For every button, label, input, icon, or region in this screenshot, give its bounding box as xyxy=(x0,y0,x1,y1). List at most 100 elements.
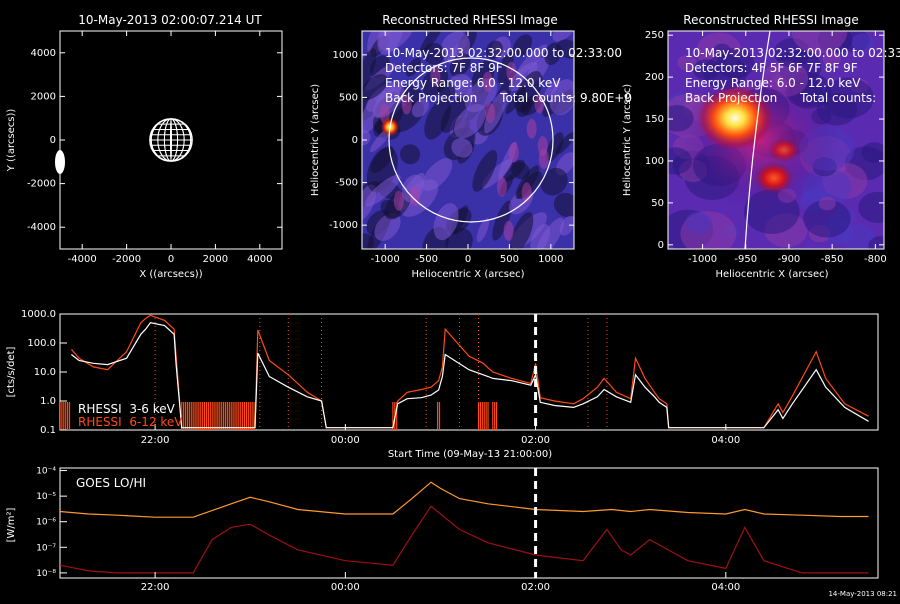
goes-label: GOES LO/HI xyxy=(76,476,146,490)
pattern-blob xyxy=(516,44,548,77)
panel2-ylabel: Heliocentric Y (arcsec) xyxy=(310,84,321,196)
pattern-blob xyxy=(685,211,713,234)
pattern-blob xyxy=(419,31,445,54)
attenuator-state-bars xyxy=(60,402,498,430)
x-tick-label: -1000 xyxy=(371,254,400,265)
pattern-blob xyxy=(503,220,514,241)
pattern-blob xyxy=(424,98,451,140)
y-tick-label: -4000 xyxy=(27,222,56,233)
rhessi-xlabel: Start Time (09-May-13 21:00:00) xyxy=(388,449,552,460)
pattern-blob xyxy=(485,103,496,124)
rhessi-image-panel-zoom: Reconstructed RHESSI Image -1000 -950 -900… xyxy=(622,13,900,280)
x-tick-label: 00:00 xyxy=(331,435,360,446)
pattern-blob xyxy=(822,51,842,67)
pattern-blob xyxy=(410,185,421,206)
longitude-line xyxy=(150,118,192,162)
panel3-frame xyxy=(667,30,885,250)
x-tick-label: -1000 xyxy=(688,254,717,265)
x-tick-label: -4000 xyxy=(68,254,97,265)
pattern-blob xyxy=(372,79,403,118)
pattern-blob xyxy=(818,196,836,211)
x-tick-label: -800 xyxy=(864,254,887,265)
pattern-blob xyxy=(530,223,551,249)
y-tick-label: 500 xyxy=(339,92,358,103)
panel2-info-line2: Detectors: 7F 8F 9F xyxy=(385,61,503,75)
x-tick-label: 0 xyxy=(465,254,471,265)
pattern-blob xyxy=(503,159,525,181)
panel3-info-line3: Energy Range: 6.0 - 12.0 keV xyxy=(685,76,861,90)
pattern-blob xyxy=(364,174,401,207)
panel3-info-line1: 10-May-2013 02:32:00.000 to 02:33:00 xyxy=(685,46,900,60)
y-tick-label: 10⁻⁵ xyxy=(36,492,56,502)
pattern-blob xyxy=(510,212,534,249)
pattern-blob xyxy=(411,98,430,118)
rhessi-ylabel: [cts/s/det] xyxy=(6,347,17,398)
y-tick-label: 0 xyxy=(50,135,56,146)
pattern-blob xyxy=(868,236,884,249)
sun-globe xyxy=(149,118,193,162)
panel3-backprojection-pattern xyxy=(668,31,884,249)
x-tick-label: 04:00 xyxy=(711,435,740,446)
pattern-blob xyxy=(512,34,533,57)
y-tick-label: 200 xyxy=(645,72,664,83)
pattern-blob xyxy=(553,192,574,218)
goes-lightcurve-panel: 10⁻⁴ 10⁻⁵ 10⁻⁶ 10⁻⁷ 10⁻⁸ 22:00 00:00 02:00 04:00… xyxy=(6,467,897,598)
rhessi-lightcurve-panel: 1000.0 100.0 10.0 1.0 0.1 22:00 00:00 02:00 04:0… xyxy=(6,309,879,460)
y-tick-label: 10⁻⁴ xyxy=(36,467,56,477)
series-3-6kev-line xyxy=(71,322,869,429)
solar-limb-arc xyxy=(744,31,771,249)
pattern-blob xyxy=(437,80,456,100)
rhessi-axis-ticks: 1000.0 100.0 10.0 1.0 0.1 22:00 00:00 02:00 04:0… xyxy=(21,309,740,446)
panel3-title: Reconstructed RHESSI Image xyxy=(683,13,858,27)
rhessi-plot-area xyxy=(59,313,879,431)
pattern-blob xyxy=(472,150,498,192)
pattern-blob xyxy=(546,132,564,162)
pattern-blob xyxy=(430,66,441,87)
panel2-info-line4: Back Projection Total counts: 9.80E+0 xyxy=(385,91,632,105)
pattern-blob xyxy=(544,80,560,98)
goes-axis-ticks: 10⁻⁴ 10⁻⁵ 10⁻⁶ 10⁻⁷ 10⁻⁸ 22:00 00:00 02:00 04:00 xyxy=(36,467,740,593)
x-tick-label: 02:00 xyxy=(521,435,550,446)
pattern-blob xyxy=(861,142,884,163)
y-tick-label: 10.0 xyxy=(34,367,56,378)
pattern-blob xyxy=(377,31,404,55)
pattern-blob xyxy=(791,31,848,54)
rhessi-image-panel-wide: Reconstructed RHESSI Image -1000 -500 0 500… xyxy=(310,13,632,280)
y-tick-label: 0.1 xyxy=(40,425,56,436)
x-tick-label: 22:00 xyxy=(141,435,170,446)
y-tick-label: 100.0 xyxy=(27,338,56,349)
pattern-blob xyxy=(362,233,375,249)
x-tick-label: 1000 xyxy=(538,254,563,265)
y-tick-label: -2000 xyxy=(27,179,56,190)
pattern-blob xyxy=(485,40,503,60)
y-tick-label: 10⁻⁶ xyxy=(36,518,56,528)
y-tick-label: 4000 xyxy=(31,48,56,59)
panel3-info-line4: Back Projection Total counts: xyxy=(685,91,876,105)
pattern-blob xyxy=(482,71,493,92)
pattern-blob xyxy=(677,54,697,71)
pattern-blob xyxy=(858,191,884,223)
pattern-blob xyxy=(841,223,875,249)
panel3-info-line2: Detectors: 4F 5F 6F 7F 8F 9F xyxy=(685,61,858,75)
panel1-title: 10-May-2013 02:00:07.214 UT xyxy=(78,13,262,27)
panel1-axis-ticks: -4000 -2000 0 2000 4000 4000 2000 0 -2000 -4000 xyxy=(27,31,282,265)
full-disk-panel: 10-May-2013 02:00:07.214 UT -4000 -2000 0 2… xyxy=(6,13,283,280)
pattern-blob xyxy=(400,144,421,165)
pattern-blob xyxy=(803,199,851,238)
pattern-blob xyxy=(526,118,537,139)
x-tick-label: 4000 xyxy=(247,254,272,265)
panel2-axis-ticks: -1000 -500 0 500 1000 1000 500 0 -500 -1000 xyxy=(329,31,574,265)
pattern-blob xyxy=(433,203,459,241)
x-tick-label: -850 xyxy=(821,254,844,265)
flare-source-secondary xyxy=(754,162,794,194)
panel1-xlabel: X ((arcsecs)) xyxy=(139,269,202,280)
series-6-12kev-line xyxy=(70,314,869,429)
goes-hi-line xyxy=(60,505,869,574)
pattern-blob xyxy=(556,39,574,59)
y-tick-label: 10⁻⁷ xyxy=(36,543,56,553)
edge-limb-arc xyxy=(55,150,65,174)
flare-source-primary xyxy=(697,86,773,150)
x-tick-label: 2000 xyxy=(203,254,228,265)
pattern-blob xyxy=(454,103,487,139)
